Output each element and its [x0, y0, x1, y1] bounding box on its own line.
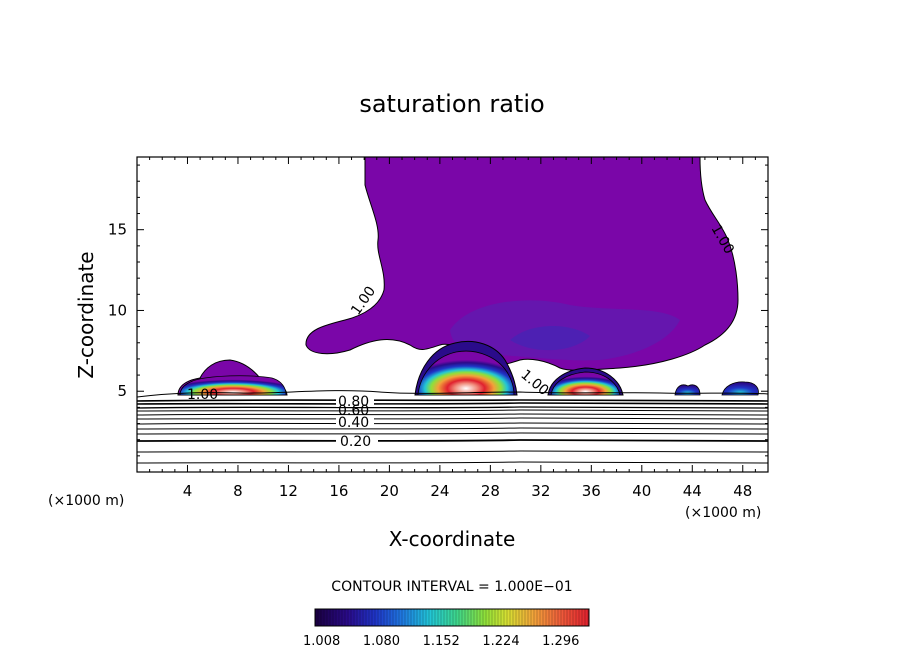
x-tick-label: 16: [329, 482, 348, 500]
x-unit-label-right: (×1000 m): [685, 505, 761, 521]
x-tick-label: 20: [380, 482, 399, 500]
y-axis: 5 10 15: [108, 164, 768, 473]
x-axis-title: X-coordinate: [389, 527, 516, 551]
x-tick-label: 40: [632, 482, 651, 500]
contour-label: 0.80: [338, 394, 369, 410]
chart-title: saturation ratio: [359, 90, 544, 118]
colorbar-tick-label: 1.296: [542, 634, 579, 649]
x-tick-label: 36: [582, 482, 601, 500]
cell-b-core: [417, 350, 515, 396]
colorbar-tick-label: 1.224: [482, 634, 519, 649]
contour-interval-label: CONTOUR INTERVAL = 1.000E−01: [331, 579, 572, 595]
x-unit-label-left: (×1000 m): [48, 493, 124, 509]
y-tick-label: 10: [108, 301, 127, 319]
x-tick-label: 32: [531, 482, 550, 500]
y-tick-label: 5: [117, 382, 127, 400]
contour-label: 1.00: [187, 387, 218, 403]
colorbar-bands: [317, 609, 589, 626]
x-tick-label: 8: [233, 482, 243, 500]
x-tick-label: 48: [733, 482, 752, 500]
x-tick-label: 4: [183, 482, 193, 500]
colorbar: [314, 608, 590, 627]
y-tick-label: 15: [108, 221, 127, 239]
colorbar-tick-label: 1.080: [363, 634, 400, 649]
x-tick-label: 24: [430, 482, 449, 500]
y-axis-title: Z-coordinate: [74, 251, 98, 378]
contour-band: [137, 399, 768, 464]
plume-core-deep: [510, 325, 590, 351]
colorbar-tick-label: 1.008: [303, 634, 340, 649]
plot-area: [137, 157, 768, 472]
contour-label: 0.40: [338, 415, 369, 431]
cell-e: [721, 381, 759, 396]
x-tick-label: 44: [683, 482, 702, 500]
x-axis: 4 8 12 16 20 24 28 32 36 40 44 48: [136, 157, 769, 500]
x-tick-label: 12: [279, 482, 298, 500]
cell-a-core: [179, 375, 287, 396]
cell-c-core: [550, 371, 621, 396]
x-tick-label: 28: [481, 482, 500, 500]
contour-1.00: [137, 390, 768, 398]
colorbar-ticks: 1.008 1.080 1.152 1.224 1.296: [303, 634, 579, 649]
contour-label: 0.60: [338, 403, 369, 419]
cell-d: [674, 384, 701, 396]
contour-label: 0.20: [340, 434, 371, 450]
colorbar-tick-label: 1.152: [423, 634, 460, 649]
